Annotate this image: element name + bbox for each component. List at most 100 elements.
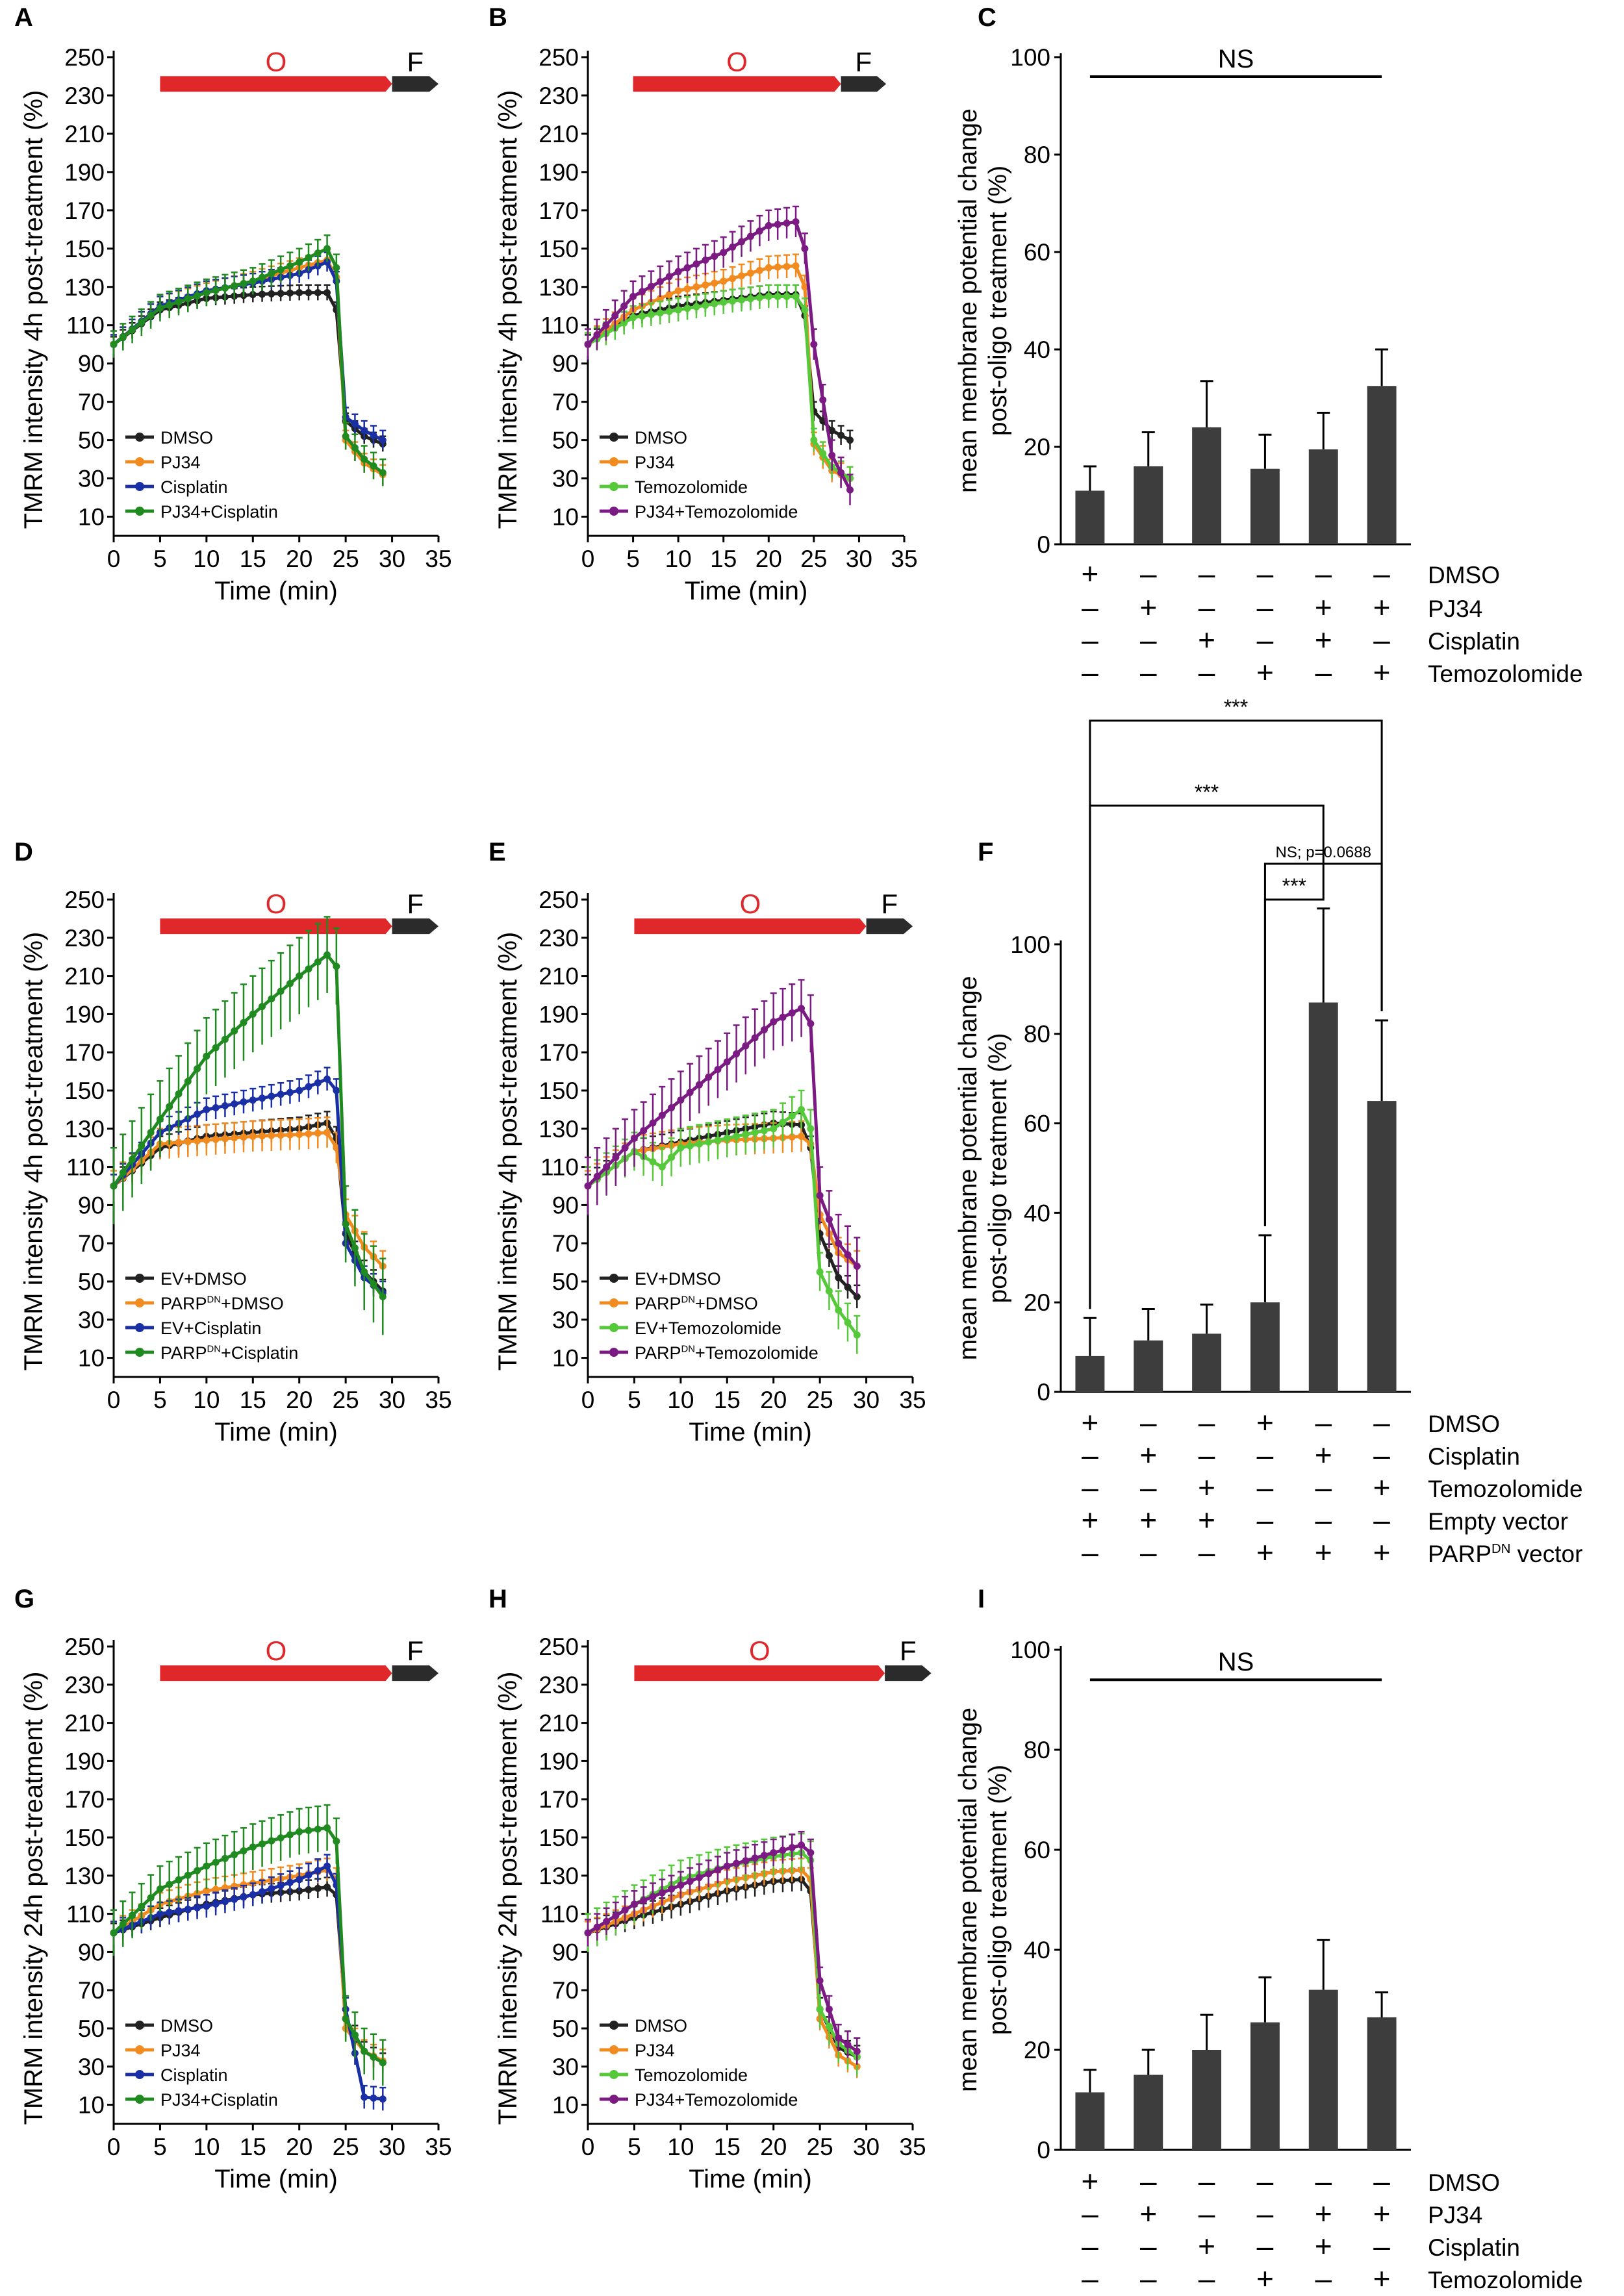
condition-mark: – bbox=[1373, 623, 1390, 657]
bar bbox=[1250, 468, 1280, 544]
legend-label: PARPDN+DMSO bbox=[635, 1294, 758, 1313]
condition-mark: – bbox=[1140, 2229, 1157, 2263]
y-tick-label: 110 bbox=[540, 312, 579, 339]
y-tick-label: 210 bbox=[64, 121, 105, 147]
condition-label: DMSO bbox=[1428, 562, 1500, 588]
data-point bbox=[221, 1102, 229, 1110]
data-point bbox=[203, 1862, 210, 1870]
x-tick-label: 35 bbox=[425, 2134, 451, 2160]
y-axis-label: TMRM intensity 4h post-treatment (%) bbox=[19, 932, 48, 1371]
condition-mark: + bbox=[1315, 623, 1332, 657]
condition-mark: – bbox=[1140, 655, 1157, 689]
data-point bbox=[695, 1081, 703, 1089]
condition-mark: + bbox=[1198, 1503, 1215, 1537]
condition-label: Temozolomide bbox=[1428, 661, 1583, 687]
data-point bbox=[760, 1852, 768, 1860]
data-point bbox=[783, 219, 791, 227]
data-point bbox=[630, 1900, 638, 1908]
condition-mark: + bbox=[1139, 590, 1157, 624]
data-point bbox=[798, 1841, 806, 1849]
y-tick-label: 0 bbox=[1037, 1379, 1050, 1406]
condition-mark: – bbox=[1257, 557, 1274, 590]
data-point bbox=[268, 270, 275, 277]
data-point bbox=[714, 1866, 722, 1874]
y-tick-label: 130 bbox=[64, 1863, 105, 1889]
data-point bbox=[259, 1887, 266, 1895]
panel-letter: F bbox=[978, 838, 993, 866]
y-tick-label: 50 bbox=[78, 2015, 105, 2042]
data-point bbox=[792, 218, 800, 226]
data-point bbox=[612, 1912, 620, 1920]
data-point bbox=[686, 1878, 694, 1886]
y-axis-label: TMRM intensity 4h post-treatment (%) bbox=[494, 90, 522, 529]
data-point bbox=[370, 431, 377, 439]
legend-label: Temozolomide bbox=[635, 2065, 748, 2085]
x-tick-label: 30 bbox=[379, 546, 405, 572]
data-point bbox=[844, 1283, 852, 1291]
y-tick-label: 30 bbox=[552, 1307, 579, 1333]
legend-marker bbox=[135, 482, 144, 491]
significance-label: NS bbox=[1218, 45, 1254, 73]
y-tick-label: 50 bbox=[78, 1268, 105, 1295]
data-point bbox=[361, 427, 368, 435]
bar bbox=[1134, 466, 1163, 544]
data-point bbox=[853, 1293, 861, 1301]
condition-mark: – bbox=[1082, 1535, 1098, 1569]
y-axis-label: TMRM intensity 4h post-treatment (%) bbox=[19, 90, 48, 529]
data-point bbox=[798, 1133, 806, 1141]
data-point bbox=[184, 1078, 192, 1085]
legend: DMSO PJ34 Temozolomide PJ34+Temozolomide bbox=[600, 2016, 798, 2110]
condition-mark: – bbox=[1315, 2164, 1332, 2198]
data-point bbox=[629, 314, 637, 322]
data-point bbox=[695, 1874, 703, 1882]
y-tick-label: 20 bbox=[1024, 434, 1050, 460]
data-point bbox=[665, 273, 673, 281]
data-point bbox=[119, 1168, 127, 1176]
data-point bbox=[156, 1910, 164, 1918]
data-point bbox=[240, 1098, 247, 1106]
condition-label: PJ34 bbox=[1428, 596, 1482, 622]
y-tick-label: 90 bbox=[78, 351, 105, 377]
y-tick-label: 190 bbox=[64, 159, 105, 186]
data-point bbox=[798, 1105, 806, 1113]
fccp-label: F bbox=[900, 1635, 917, 1666]
condition-mark: – bbox=[1082, 590, 1098, 624]
condition-mark: – bbox=[1257, 1503, 1274, 1537]
series-pj34+temozolomide bbox=[584, 1830, 861, 2065]
x-tick-label: 15 bbox=[714, 2134, 741, 2160]
data-point bbox=[783, 262, 791, 270]
data-point bbox=[194, 1904, 201, 1911]
significance-label: NS; p=0.0688 bbox=[1276, 844, 1371, 861]
data-point bbox=[674, 306, 682, 314]
data-point bbox=[333, 963, 340, 970]
data-point bbox=[259, 273, 266, 281]
data-point bbox=[844, 1318, 852, 1326]
data-point bbox=[742, 1042, 750, 1050]
x-tick-label: 5 bbox=[628, 1387, 641, 1413]
y-axis-label: TMRM intensity 24h post-treatment (%) bbox=[494, 1672, 522, 2125]
data-point bbox=[825, 1215, 833, 1223]
y-tick-label: 30 bbox=[78, 466, 105, 492]
legend-marker bbox=[609, 482, 618, 491]
data-point bbox=[658, 1111, 666, 1119]
y-tick-label: 210 bbox=[539, 963, 579, 990]
y-tick-label: 40 bbox=[1024, 1200, 1050, 1226]
data-point bbox=[240, 1018, 247, 1026]
data-point bbox=[379, 2095, 387, 2103]
data-point bbox=[286, 1878, 294, 1886]
fccp-label: F bbox=[856, 46, 872, 77]
data-point bbox=[212, 1044, 220, 1052]
oligomycin-label: O bbox=[740, 889, 761, 919]
data-point bbox=[819, 396, 827, 404]
data-point bbox=[296, 972, 303, 980]
data-point bbox=[807, 1125, 815, 1133]
oligomycin-label: O bbox=[266, 889, 287, 919]
condition-mark: – bbox=[1257, 590, 1274, 624]
data-point bbox=[268, 1092, 275, 1100]
x-tick-label: 0 bbox=[107, 546, 121, 572]
series-pj34+temozolomide bbox=[584, 205, 854, 505]
data-point bbox=[324, 1862, 331, 1870]
legend-label: PJ34+Temozolomide bbox=[635, 2090, 798, 2110]
data-point bbox=[314, 249, 322, 257]
line-chart-panel-G: G 10 30 50 70 90 110 130 150 170 190 210 230 250 0 5 10 1… bbox=[14, 1585, 452, 2193]
